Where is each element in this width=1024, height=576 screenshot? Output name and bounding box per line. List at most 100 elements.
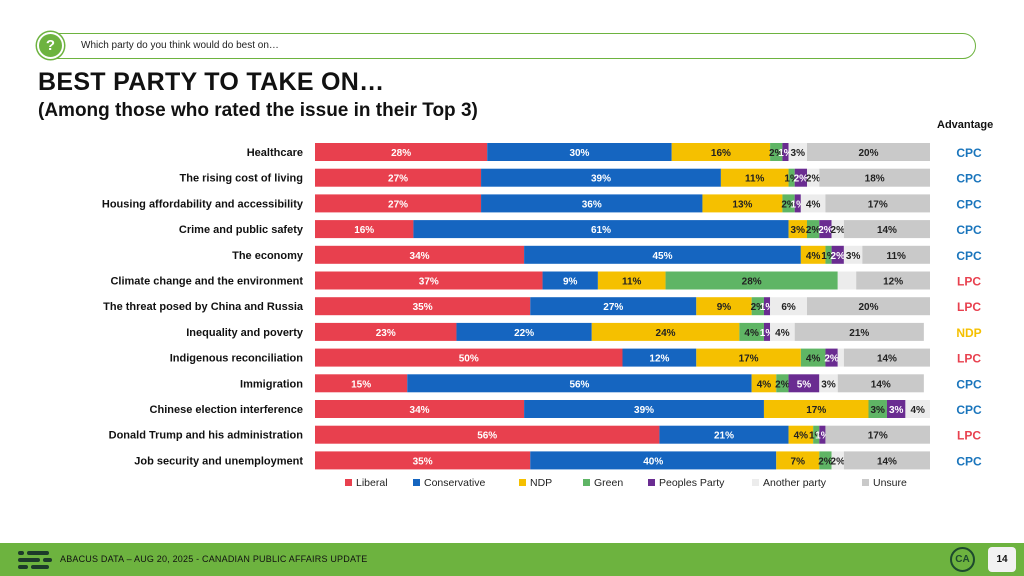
data-label: 11% [745,174,765,185]
bar-segment [800,245,826,264]
data-label: 13% [732,199,752,210]
bar-segment [530,451,777,470]
bar-segment [807,168,820,187]
bar-segment [905,400,930,418]
bar-segment [315,297,531,316]
legend-label: Peoples Party [659,477,725,489]
category-label: The threat posed by China and Russia [103,301,304,313]
advantage-label: CPC [956,172,982,186]
category-label: Donald Trump and his administration [109,430,304,442]
bar-segment [702,194,783,213]
legend-label: Another party [763,477,827,489]
bar-segment [481,194,703,213]
bar-segment [819,220,832,239]
data-label: 2% [751,302,766,313]
legend-label: Liberal [356,477,388,489]
legend-swatch [648,479,655,486]
advantage-label: CPC [956,249,982,263]
data-label: 3% [821,379,836,390]
bar-segment [763,322,771,341]
data-label: 1% [791,199,806,210]
data-label: 17% [739,354,759,365]
bar-segment [776,374,789,393]
bar-segment [315,425,660,444]
data-label: 18% [865,174,885,185]
data-label: 9% [717,302,732,313]
bar-segment [831,220,844,239]
page-subtitle: (Among those who rated the issue in thei… [38,100,478,121]
bar-segment [843,451,930,470]
data-label: 12% [883,277,903,288]
bar-segment [487,143,672,161]
data-label: 17% [868,199,888,210]
legend-swatch [413,479,420,486]
data-label: 2% [831,456,846,467]
bar-segment [751,297,764,316]
abacus-logo-icon [18,551,52,569]
data-label: 16% [711,148,731,159]
bar-segment [315,451,531,470]
bar-segment [315,220,414,239]
bar-segment [671,143,771,161]
data-label: 2% [831,251,846,262]
bar-segment [770,297,807,316]
data-label: 16% [354,225,374,236]
data-label: 1% [809,431,824,442]
bar-segment [837,348,844,367]
data-label: 28% [742,277,762,288]
bar-segment [315,271,543,290]
data-label: 20% [858,302,878,313]
data-label: 24% [656,328,676,339]
data-label: 3% [870,405,885,416]
data-label: 4% [910,405,925,416]
bar-segment [807,220,820,239]
legend-label: Green [594,477,623,489]
data-label: 37% [419,277,439,288]
category-label: Crime and public safety [179,224,304,236]
advantage-header: Advantage [937,119,994,131]
bar-segment [843,220,930,239]
data-label: 27% [388,199,408,210]
question-text: Which party do you think would do best o… [81,40,279,51]
bar-segment [813,425,820,444]
data-label: 14% [877,456,897,467]
bar-segment [542,271,598,290]
category-label: The rising cost of living [180,173,303,185]
bar-segment [530,297,697,316]
data-label: 2% [818,456,833,467]
advantage-label: CPC [956,146,982,160]
legend-swatch [862,479,869,486]
bar-segment [800,348,826,367]
data-label: 35% [413,302,433,313]
bar-segment [665,271,838,290]
bar-segment [739,322,764,341]
data-label: 34% [410,251,430,262]
data-label: 1% [815,431,830,442]
data-label: 2% [824,354,839,365]
bar-segment [825,348,838,367]
bar-segment [794,194,801,213]
data-label: 7% [791,456,806,467]
category-label: The economy [232,250,304,262]
data-label: 15% [351,379,371,390]
data-label: 61% [591,225,611,236]
bar-segment [696,348,801,367]
bar-segment [819,374,838,393]
data-label: 21% [849,328,869,339]
advantage-label: CPC [956,403,982,417]
legend-swatch [583,479,590,486]
page-number: 14 [988,547,1016,572]
category-label: Climate change and the environment [110,276,303,288]
category-label: Inequality and poverty [186,327,304,339]
bar-segment [315,348,623,367]
footer-text: ABACUS DATA – AUG 20, 2025 - CANADIAN PU… [60,554,368,564]
bar-segment [807,143,930,161]
bar-segment [788,425,814,444]
data-label: 4% [806,199,821,210]
advantage-label: CPC [956,197,982,211]
bar-segment [315,245,525,264]
bar-segment [622,348,697,367]
bar-segment [819,425,826,444]
data-label: 56% [569,379,589,390]
data-label: 14% [877,225,897,236]
